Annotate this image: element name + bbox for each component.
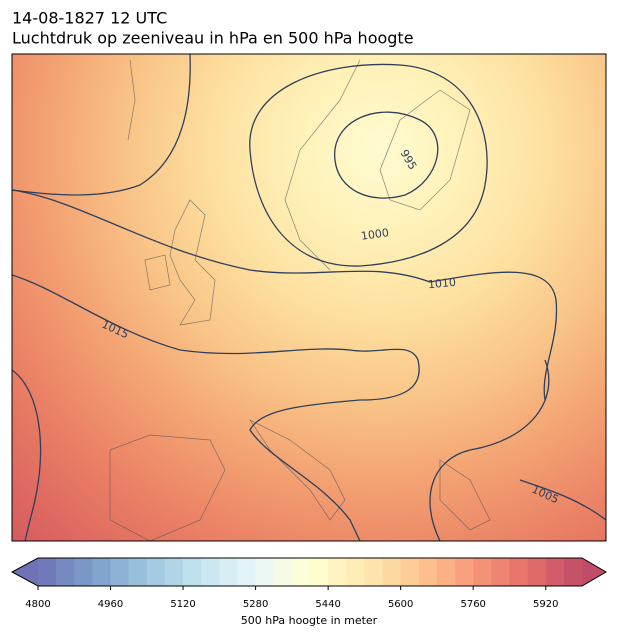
- colorbar-segment: [455, 558, 474, 586]
- coastline: [109, 59, 491, 541]
- isobar: [519, 479, 606, 521]
- colorbar-segment: [509, 558, 528, 586]
- colorbar-segment: [219, 558, 238, 586]
- colorbar-segment: [237, 558, 256, 586]
- isobar: [334, 111, 439, 199]
- map: [12, 54, 606, 541]
- isobar: [249, 63, 488, 267]
- colorbar-tick-label: 5280: [243, 599, 268, 610]
- isobar: [12, 369, 42, 541]
- colorbar-segment: [128, 558, 148, 586]
- colorbar-segment: [527, 558, 547, 586]
- isobar: [12, 189, 558, 401]
- height-field: [12, 54, 606, 541]
- colorbar-segment: [92, 558, 111, 586]
- colorbar-segment: [400, 558, 420, 586]
- colorbar-segment: [491, 558, 510, 586]
- colorbar-segment: [255, 558, 275, 586]
- colorbar-segment: [146, 558, 166, 586]
- colorbar-segment: [364, 558, 383, 586]
- colorbar-segment: [273, 558, 293, 586]
- colorbar-segment: [310, 558, 329, 586]
- colorbar-tick-label: 4800: [25, 599, 50, 610]
- colorbar-segment: [346, 558, 365, 586]
- colorbar-outline: [10, 557, 607, 587]
- colorbar-tick-label: 4960: [98, 599, 123, 610]
- colorbar-segment: [38, 558, 57, 586]
- date: 14-08-1827 12 UTC: [12, 9, 167, 28]
- colorbar-segment: [436, 558, 456, 586]
- colorbar-segment: [473, 558, 492, 586]
- colorbar-tick-label: 5920: [533, 599, 558, 610]
- isobar: [429, 359, 550, 541]
- colorbar-segment: [164, 558, 184, 586]
- isobar: [12, 54, 191, 196]
- colorbar-extend-low: [12, 558, 38, 586]
- colorbar-segment: [563, 558, 583, 586]
- isobar-label: 1000: [360, 226, 390, 243]
- colorbar-segment: [291, 558, 311, 586]
- colorbar-segment: [56, 558, 75, 586]
- colorbar-extend-high: [582, 558, 606, 586]
- isobar: [12, 274, 420, 541]
- colorbar-segment: [74, 558, 93, 586]
- colorbar-segment: [382, 558, 401, 586]
- title: Luchtdruk op zeeniveau in hPa en 500 hPa…: [12, 29, 414, 48]
- colorbar-tick-label: 5760: [460, 599, 485, 610]
- colorbar-tick-label: 5440: [315, 599, 340, 610]
- map-frame: [11, 53, 607, 542]
- colorbar-segment: [328, 558, 347, 586]
- colorbar-tick-label: 5120: [170, 599, 195, 610]
- colorbar-segment: [201, 558, 220, 586]
- isobar-label: 1010: [427, 276, 456, 291]
- colorbar-label: 500 hPa hoogte in meter: [241, 614, 378, 627]
- colorbar-segment: [183, 558, 202, 586]
- colorbar-segment: [545, 558, 565, 586]
- colorbar-segment: [418, 558, 438, 586]
- colorbar-tick-label: 5600: [388, 599, 413, 610]
- colorbar-segment: [110, 558, 129, 586]
